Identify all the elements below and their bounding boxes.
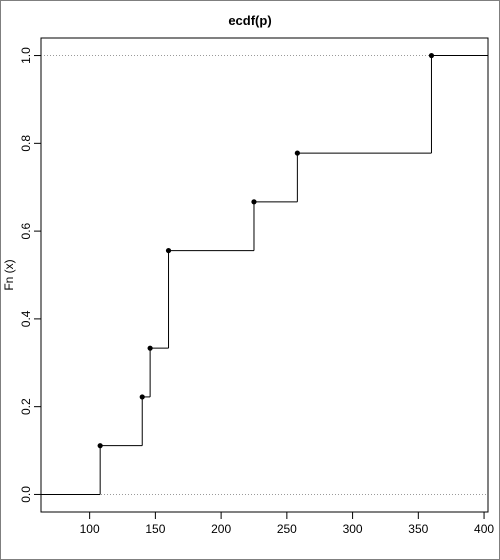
step-series	[41, 55, 488, 495]
y-tick-label-3: 0.6	[19, 222, 33, 239]
y-tick-label-1: 0.2	[19, 398, 33, 415]
reference-lines	[41, 55, 488, 495]
y-axis: 0.0 0.2 0.4 0.6 0.8 1.0	[19, 47, 42, 503]
data-point-2	[147, 345, 153, 351]
x-tick-label-6: 400	[474, 522, 494, 536]
data-point-0	[97, 443, 103, 449]
data-point-3	[165, 247, 172, 254]
x-tick-label-5: 350	[408, 522, 428, 536]
y-tick-label-4: 0.8	[19, 135, 33, 152]
data-points	[97, 52, 435, 449]
x-tick-label-4: 300	[343, 522, 363, 536]
y-axis-label: Fn (x)	[2, 259, 16, 290]
y-tick-label-5: 1.0	[19, 47, 33, 64]
plot-area-box	[40, 37, 489, 513]
x-tick-label-1: 150	[145, 522, 165, 536]
x-axis: 100 150 200 250 300 350 400	[80, 511, 494, 536]
data-point-1	[139, 394, 145, 400]
data-point-5	[294, 150, 300, 156]
x-tick-label-0: 100	[80, 522, 100, 536]
x-tick-label-3: 250	[277, 522, 297, 536]
y-tick-label-0: 0.0	[19, 486, 33, 503]
chart-title: ecdf(p)	[228, 13, 271, 28]
x-tick-label-2: 200	[211, 522, 231, 536]
y-tick-label-2: 0.4	[19, 310, 33, 327]
data-point-6	[428, 52, 435, 59]
data-point-4	[251, 199, 257, 205]
